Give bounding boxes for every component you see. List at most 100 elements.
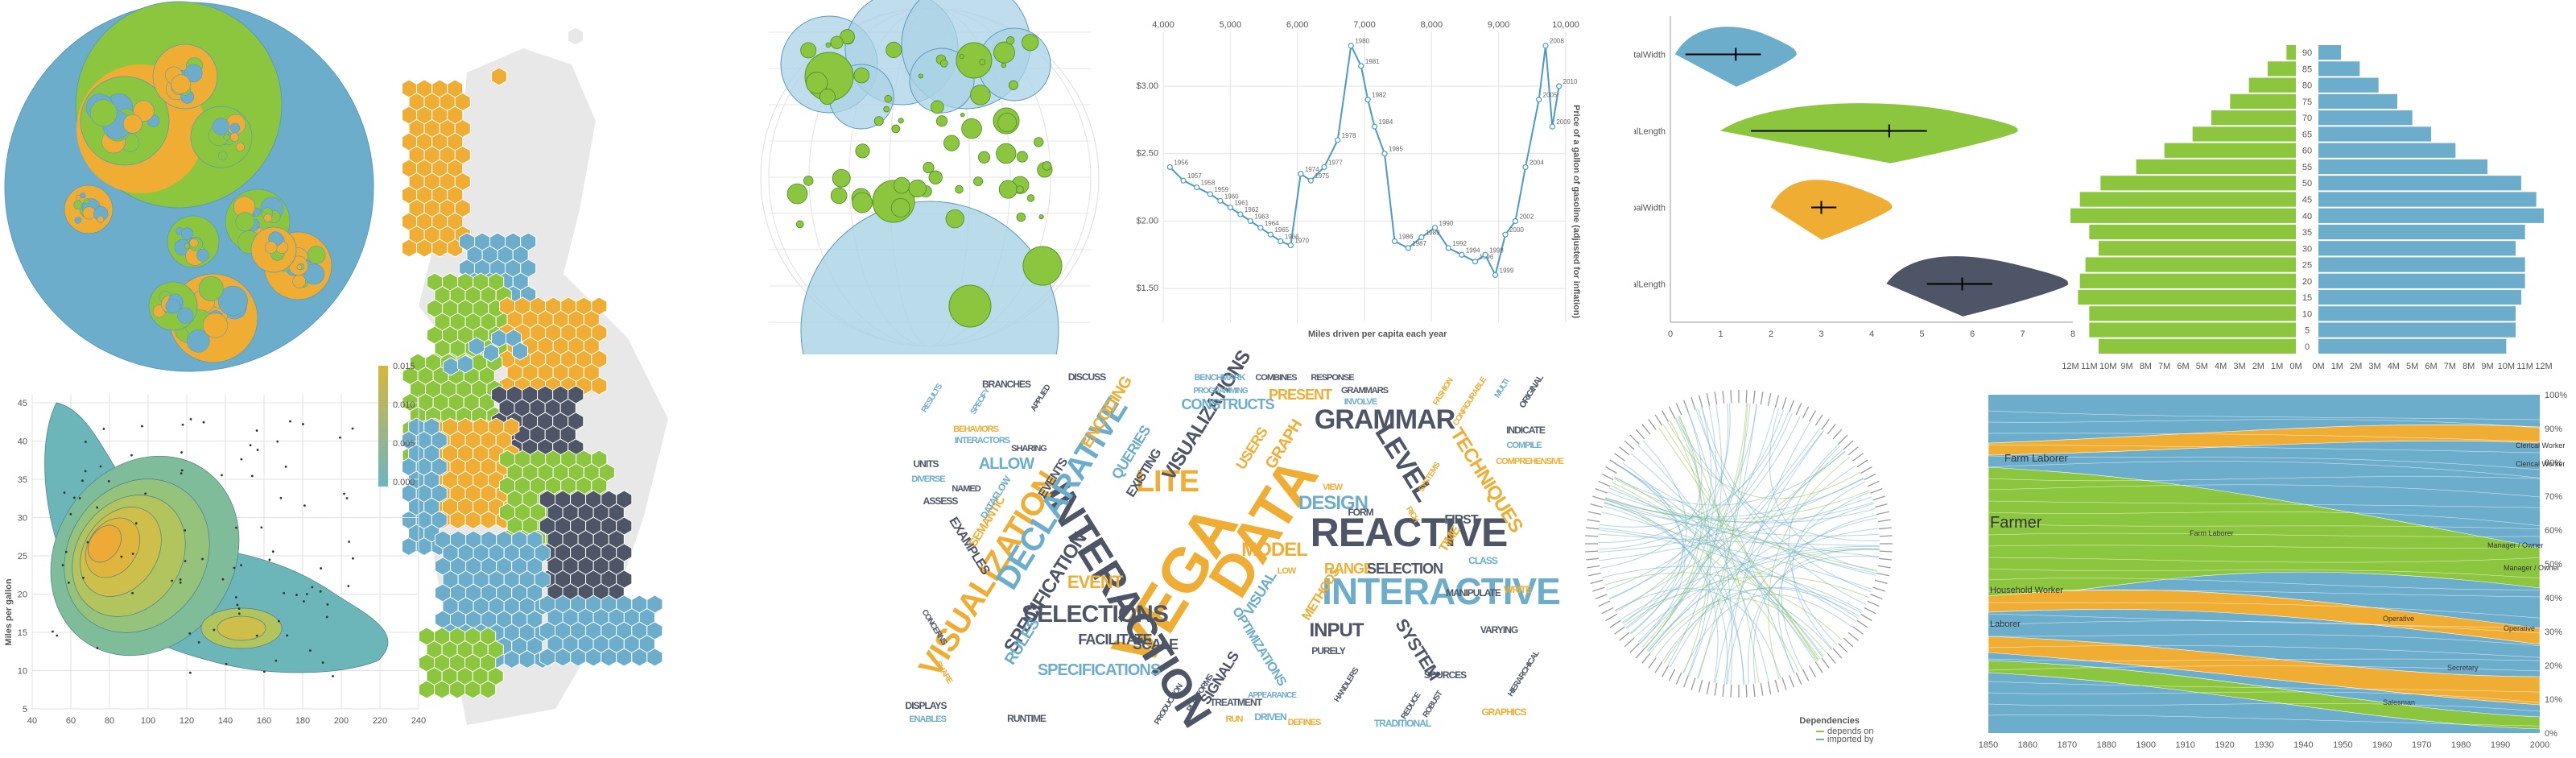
pyramid-bar-left [2286, 45, 2296, 60]
bundle-edge [1674, 417, 1711, 676]
bundle-edge [1598, 409, 1784, 550]
constituency-hex [585, 648, 602, 667]
jobs-y-tick: 90% [2545, 425, 2562, 434]
connected-point-label: 1970 [1294, 238, 1309, 245]
density-y-tick: 10 [18, 667, 27, 677]
density-y-tick: 20 [18, 590, 27, 600]
density-point [181, 423, 184, 426]
jobs-x-tick: 1970 [2412, 740, 2431, 750]
density-y-label: Miles per gallon [4, 578, 14, 645]
bundle-edge [1614, 451, 1846, 506]
pack-leaf-circle [303, 263, 325, 285]
pyramid-bar-left [2079, 192, 2296, 207]
pyramid-bar-right [2318, 289, 2521, 305]
violin-category-label: sepalWidth [1634, 204, 1666, 213]
bundle-edge [1603, 505, 1745, 685]
country-bubble-small [928, 170, 943, 184]
country-bubble-small [945, 209, 964, 229]
bundle-edge [1639, 430, 1824, 644]
pyramid-age-label: 85 [2302, 64, 2312, 74]
pyramid-age-label: 90 [2302, 48, 2312, 58]
density-point [286, 634, 289, 637]
jobs-band-label: Manager / Owner [2487, 541, 2544, 549]
country-bubble-small [1022, 33, 1039, 52]
jobs-band-edge [1988, 568, 2541, 579]
bundle-node-label [1730, 684, 1732, 698]
jobs-x-tick: 1930 [2254, 740, 2273, 750]
pyramid-bar-right [2318, 126, 2431, 142]
pack-leaf-circle [73, 200, 83, 209]
bundle-node-label [1847, 632, 1859, 641]
pack-leaf-circle [235, 142, 246, 152]
bundle-edge [1697, 430, 1824, 679]
density-legend-tick: 0.000 [393, 478, 415, 487]
bundle-node-label [1714, 391, 1718, 405]
pyramid-age-label: 35 [2302, 228, 2312, 238]
pack-leaf-circle [223, 134, 230, 141]
word-cloud-word: DATAFLOW [978, 474, 1013, 521]
bundle-node-label [1876, 572, 1889, 577]
pyramid-age-label: 65 [2302, 130, 2312, 139]
bundle-node-label [1601, 607, 1614, 615]
pyramid-right-tick: 10M [2498, 362, 2515, 371]
pyramid-bar-right [2318, 192, 2537, 207]
pyramid-bar-right [2318, 93, 2397, 110]
word-cloud-word: CLASS [1468, 555, 1498, 566]
word-cloud-word: EVENT [1067, 572, 1124, 592]
connected-point-label: 1959 [1214, 186, 1228, 193]
jobs-band [1988, 466, 2541, 597]
jobs-y-tick: 30% [2545, 628, 2562, 637]
density-point [134, 522, 138, 525]
density-x-tick: 240 [411, 716, 426, 726]
word-cloud-word: GRAMMAR [1315, 404, 1455, 435]
pyramid-right-tick: 5M [2406, 362, 2418, 371]
connected-point [1418, 234, 1425, 241]
jobs-band-edge [1988, 484, 2541, 498]
bundle-node-label [1590, 579, 1604, 585]
word-cloud-word: EXISTING [1124, 446, 1164, 499]
density-point [184, 560, 187, 562]
bundle-node-label [1595, 594, 1608, 600]
word-cloud-word: BEHAVIORS [953, 425, 998, 434]
pyramid-right-tick: 1M [2331, 362, 2343, 371]
bundle-edge [1670, 465, 1856, 668]
bundle-node-label [1690, 677, 1696, 690]
bundle-node-label [1745, 390, 1748, 404]
jobs-band [1988, 636, 2541, 706]
density-point [72, 496, 76, 499]
pack-leaf-circle [74, 217, 82, 224]
bundle-node-label [1590, 503, 1604, 508]
jobs-x-tick: 1880 [2097, 740, 2116, 750]
pyramid-right-tick: 0M [2312, 362, 2324, 371]
bundle-node-label [1585, 527, 1600, 530]
connected-point-label: 1962 [1245, 206, 1259, 213]
jobs-band-edge [1988, 590, 2541, 598]
jobs-x-tick: 1870 [2058, 740, 2077, 750]
pyramid-bar-left [2085, 257, 2296, 272]
pack-leaf-circle [263, 213, 273, 222]
word-cloud-word: CONFIGURABLE [1451, 375, 1488, 428]
word-cloud-word: EXAMPLES [946, 515, 993, 578]
bundle-edge [1670, 420, 1709, 674]
bundle-node-label [1876, 511, 1889, 516]
bundle-node-label [1781, 397, 1787, 410]
word-cloud-word: RUNTIME [1007, 713, 1046, 724]
bundle-node-label [1874, 579, 1888, 585]
jobs-band [1988, 660, 2541, 730]
pyramid-age-label: 0 [2305, 342, 2310, 352]
density-point [348, 541, 351, 543]
jobs-band-edge [1988, 578, 2541, 590]
pack-leaf-circle [165, 299, 180, 314]
bundle-edge [1608, 491, 1876, 524]
connected-point [1194, 184, 1200, 191]
density-point [276, 440, 279, 443]
bundle-node-label [1814, 661, 1823, 673]
connected-point-label: 1994 [1466, 246, 1480, 254]
density-point [52, 630, 54, 633]
constituency-hex [518, 649, 535, 669]
connected-x-tick: 7,000 [1353, 20, 1376, 30]
bundle-node-label [1592, 586, 1605, 592]
bundle-edge [1727, 517, 1878, 685]
word-cloud-word: SELECTIONS [1022, 601, 1168, 628]
jobs-x-tick: 1990 [2491, 740, 2510, 750]
